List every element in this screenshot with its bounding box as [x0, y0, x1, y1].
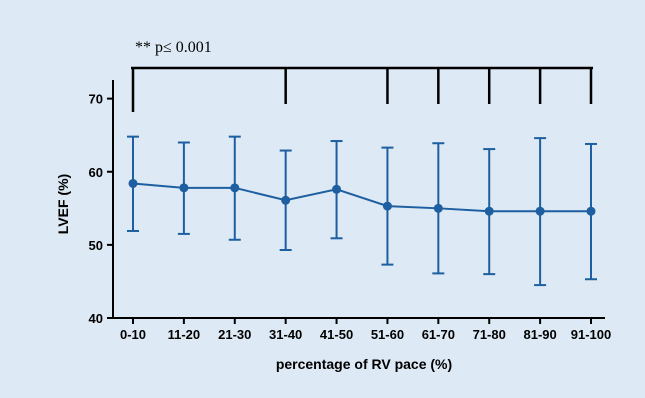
data-point: [281, 195, 291, 205]
data-point: [179, 183, 189, 193]
x-tick-label: 91-100: [571, 327, 611, 342]
x-tick-label: 31-40: [269, 327, 302, 342]
series-line: [132, 182, 591, 213]
y-tick-label: 40: [89, 311, 103, 326]
x-tick-label: 21-30: [218, 327, 251, 342]
y-tick-label: 60: [89, 165, 103, 180]
x-tick-label: 51-60: [371, 327, 404, 342]
data-point: [230, 183, 240, 193]
data-point: [382, 201, 392, 211]
x-tick-label: 41-50: [320, 327, 353, 342]
y-axis-label: LVEF (%): [55, 174, 71, 234]
x-tick-label: 61-70: [422, 327, 455, 342]
x-tick-label: 81-90: [523, 327, 556, 342]
y-tick-label: 50: [89, 238, 103, 253]
data-point: [433, 203, 443, 213]
x-tick-label: 0-10: [120, 327, 146, 342]
x-tick-label: 11-20: [168, 327, 201, 342]
data-point: [535, 206, 545, 216]
y-tick-label: 70: [89, 92, 103, 107]
significance-annotation: ** p≤ 0.001: [135, 39, 212, 56]
data-point: [332, 184, 342, 194]
data-point: [586, 206, 596, 216]
x-tick-label: 71-80: [473, 327, 506, 342]
data-point: [128, 178, 138, 188]
data-point: [484, 206, 494, 216]
plot-area: 40 50 60 70 0-10 11-20 21-30 31-40 41-50 51-60 61-…: [89, 66, 611, 342]
x-axis-label: percentage of RV pace (%): [276, 356, 452, 372]
